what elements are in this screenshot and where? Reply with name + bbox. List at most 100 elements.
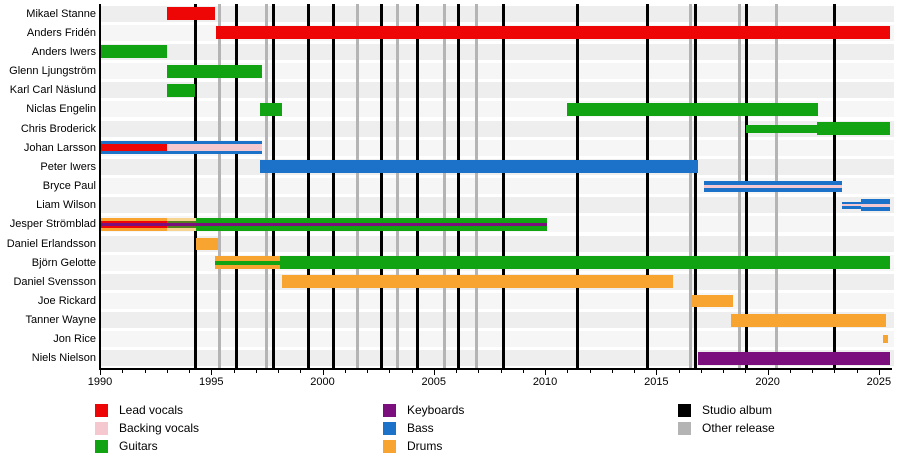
legend-column-vocals-guitars: Lead vocals Backing vocals Guitars	[95, 401, 199, 455]
legend-column-releases: Studio album Other release	[678, 401, 775, 437]
member-label: Liam Wilson	[36, 199, 96, 212]
legend-item-lead-vocals: Lead vocals	[95, 401, 199, 419]
member-label: Johan Larsson	[23, 141, 96, 154]
timeline-bar-guitars	[166, 83, 195, 97]
axis-tick	[589, 369, 591, 373]
member-label: Karl Carl Näslund	[9, 84, 96, 97]
member-label: Tanner Wayne	[25, 314, 96, 327]
member-label: Niclas Engelin	[26, 103, 96, 116]
timeline-bar-guitars	[280, 256, 890, 270]
legend: Lead vocals Backing vocals Guitars Keybo…	[95, 401, 885, 457]
timeline-bar-drums	[691, 294, 733, 307]
legend-item-drums: Drums	[383, 437, 464, 455]
axis-year-label: 2005	[421, 376, 447, 389]
timeline-bar-guitars	[567, 102, 818, 116]
axis-year-label: 2000	[310, 376, 335, 389]
legend-item-keyboards: Keyboards	[383, 401, 464, 419]
studio-album-line	[380, 4, 383, 369]
member-label: Daniel Erlandsson	[6, 237, 96, 250]
timeline-bar-keyboards	[166, 222, 196, 226]
member-label: Anders Fridén	[26, 26, 96, 39]
timeline-bar-keyboards	[100, 222, 167, 226]
axis-tick	[433, 369, 435, 375]
legend-item-bass: Bass	[383, 419, 464, 437]
axis-tick	[122, 369, 124, 373]
axis-tick	[367, 369, 369, 373]
timeline-bar-lead_vocals	[215, 26, 890, 40]
other-release-line	[395, 4, 399, 369]
timeline-bar-guitars	[100, 45, 167, 59]
axis-tick	[411, 369, 413, 373]
axis-tick	[834, 369, 836, 373]
legend-label: Lead vocals	[119, 403, 184, 417]
other-release-line	[474, 4, 478, 369]
axis-tick	[166, 369, 168, 373]
member-label: Bryce Paul	[42, 180, 96, 193]
x-axis-line	[99, 368, 892, 370]
timeline-bar-lead_vocals	[100, 144, 167, 152]
studio-album-line	[272, 4, 276, 369]
member-label: Jesper Strömblad	[9, 218, 96, 231]
legend-column-keys-bass-drums: Keyboards Bass Drums	[383, 401, 464, 455]
timeline-bar-backing_vocals	[166, 144, 263, 152]
axis-year-label: 1990	[87, 376, 113, 389]
axis-tick	[344, 369, 346, 373]
studio-album-line	[456, 4, 460, 369]
lead-vocals-swatch	[95, 403, 108, 417]
axis-tick	[211, 369, 213, 375]
axis-tick	[723, 369, 725, 373]
axis-tick	[300, 369, 302, 373]
axis-tick	[789, 369, 791, 373]
legend-item-backing-vocals: Backing vocals	[95, 419, 199, 437]
legend-label: Drums	[407, 439, 443, 453]
axis-tick	[233, 369, 235, 373]
studio-album-line	[415, 4, 419, 369]
axis-tick	[878, 369, 880, 375]
timeline-bar-backing_vocals	[861, 203, 890, 207]
other-release-line	[217, 4, 221, 369]
axis-tick	[678, 369, 680, 373]
other-release-line	[443, 4, 447, 369]
axis-tick	[745, 369, 747, 373]
axis-tick	[767, 369, 769, 375]
member-label: Anders Iwers	[31, 45, 96, 58]
timeline-bar-guitars	[215, 260, 281, 265]
bass-swatch	[383, 421, 396, 435]
studio-album-line	[194, 4, 198, 369]
guitars-swatch	[95, 439, 108, 453]
drums-swatch	[383, 439, 396, 453]
member-label: Niels Nielson	[31, 352, 96, 365]
axis-tick	[478, 369, 480, 373]
other-release-line	[355, 4, 359, 369]
legend-label: Keyboards	[407, 403, 465, 417]
axis-tick	[144, 369, 146, 373]
axis-tick	[812, 369, 814, 373]
studio-album-swatch	[678, 403, 691, 417]
axis-year-label: 2010	[532, 376, 558, 389]
studio-album-line	[332, 4, 336, 369]
legend-label: Bass	[407, 421, 434, 435]
other-release-line	[689, 4, 693, 369]
axis-tick	[522, 369, 524, 373]
axis-year-label: 2025	[866, 376, 892, 389]
timeline-bar-drums	[882, 335, 889, 344]
timeline-bar-guitars	[166, 64, 263, 78]
legend-label: Guitars	[119, 439, 158, 453]
timeline-bar-guitars	[816, 122, 890, 136]
other-release-line	[265, 4, 269, 369]
axis-tick	[456, 369, 458, 373]
y-axis-line	[99, 4, 101, 369]
axis-year-label: 1995	[199, 376, 224, 389]
axis-tick	[322, 369, 324, 375]
axis-tick	[634, 369, 636, 373]
member-label: Peter Iwers	[40, 160, 96, 173]
axis-tick	[656, 369, 658, 375]
studio-album-line	[235, 4, 239, 369]
member-label: Joe Rickard	[37, 294, 96, 307]
studio-album-line	[306, 4, 310, 369]
studio-album-line	[502, 4, 506, 369]
keyboards-swatch	[383, 403, 396, 417]
member-label: Jon Rice	[53, 333, 96, 346]
studio-album-line	[645, 4, 649, 369]
